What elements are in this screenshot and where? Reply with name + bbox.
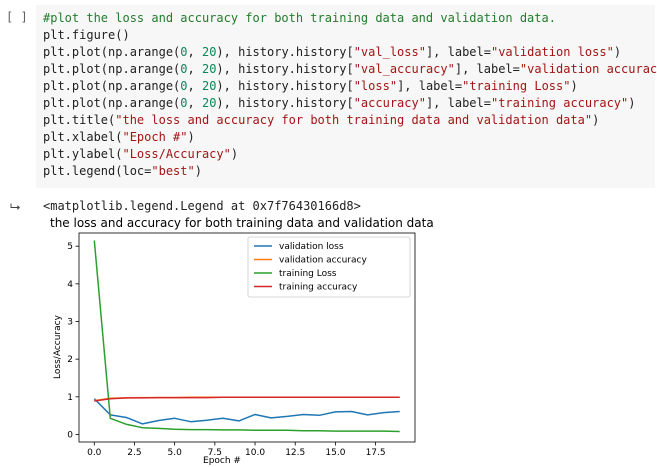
series-lines: [93, 240, 400, 433]
code-token: ], label=: [425, 96, 491, 110]
code-token: 20: [201, 79, 217, 93]
code-token: 20: [201, 62, 217, 76]
plot-frame: [78, 232, 416, 443]
code-token: ), history.history[: [216, 62, 354, 76]
x-tick-label: 5.0: [167, 448, 182, 458]
code-token: ,: [187, 79, 202, 93]
code-token: ,: [187, 96, 202, 110]
code-token: ): [570, 79, 578, 93]
code-token: 20: [201, 45, 217, 59]
code-line: plt.title("the loss and accuracy for bot…: [43, 112, 657, 129]
x-tick-label: 2.5: [127, 448, 141, 458]
code-token: ,: [187, 62, 202, 76]
output-area: ⮡ <matplotlib.legend.Legend at 0x7f76430…: [0, 193, 657, 467]
series-line: [94, 396, 400, 402]
code-token: ): [592, 113, 600, 127]
code-token: "Loss/Accuracy": [122, 147, 231, 161]
code-line: plt.plot(np.arange(0, 20), history.histo…: [43, 78, 657, 95]
code-token: ): [628, 96, 636, 110]
x-tick-label: 17.5: [366, 448, 386, 458]
code-token: ): [230, 147, 239, 161]
code-token: plt.xlabel(: [43, 130, 123, 144]
series-line: [93, 398, 400, 425]
code-line: plt.plot(np.arange(0, 20), history.histo…: [43, 95, 657, 112]
x-tick-label: 12.5: [285, 448, 305, 458]
code-token: 20: [201, 96, 217, 110]
code-token: ], label=: [397, 79, 463, 93]
output-arrow-icon[interactable]: ⮡: [10, 200, 21, 215]
code-token: plt.ylabel(: [43, 147, 123, 161]
code-token: plt.plot(np.arange(: [43, 45, 181, 59]
chart-legend: validation loss validation accuracy traini…: [247, 236, 411, 298]
code-token: plt.plot(np.arange(: [43, 79, 181, 93]
code-token: ), history.history[: [216, 79, 354, 93]
code-token: 0: [180, 79, 188, 93]
code-editor[interactable]: #plot the loss and accuracy for both tra…: [36, 5, 657, 188]
y-tick-label: 0: [67, 430, 73, 440]
code-token: "val_accuracy": [353, 62, 455, 76]
code-token: ): [187, 130, 195, 144]
code-token: ), history.history[: [216, 96, 354, 110]
code-cell[interactable]: [ ] #plot the loss and accuracy for both…: [0, 0, 657, 190]
code-token: ): [194, 164, 202, 178]
x-tick-label: 7.5: [208, 448, 222, 458]
code-token: plt.figure(): [43, 28, 130, 42]
chart-title: the loss and accuracy for both training …: [50, 216, 434, 230]
code-line: plt.ylabel("Loss/Accuracy"): [43, 146, 657, 163]
code-token: ), history.history[: [216, 45, 354, 59]
series-line: [93, 240, 400, 433]
legend-label: training accuracy: [279, 283, 358, 293]
code-token: 0: [180, 96, 188, 110]
legend-label: validation loss: [279, 242, 344, 252]
x-axis-label: Epoch #: [203, 456, 241, 465]
y-tick-label: 5: [67, 242, 73, 252]
code-token: plt.plot(np.arange(: [43, 96, 181, 110]
x-tick-label: 0.0: [87, 448, 102, 458]
code-token: "validation accuracy": [519, 62, 657, 76]
code-token: "loss": [353, 79, 398, 93]
y-tick-label: 1: [67, 393, 73, 403]
y-axis-label: Loss/Accuracy: [53, 314, 63, 379]
code-token: #plot the loss and accuracy for both tra…: [43, 11, 556, 25]
code-token: 0: [180, 45, 188, 59]
y-tick-label: 2: [67, 355, 73, 365]
output-repr-text: <matplotlib.legend.Legend at 0x7f7643016…: [43, 199, 361, 213]
code-token: ], label=: [454, 62, 520, 76]
code-line: plt.plot(np.arange(0, 20), history.histo…: [43, 44, 657, 61]
code-token: plt.title(: [43, 113, 116, 127]
code-line: plt.xlabel("Epoch #"): [43, 129, 657, 146]
code-token: plt.plot(np.arange(: [43, 62, 181, 76]
code-line: #plot the loss and accuracy for both tra…: [43, 10, 657, 27]
code-token: "Epoch #": [122, 130, 188, 144]
loss-accuracy-chart: the loss and accuracy for both training …: [50, 216, 434, 465]
legend-label: training Loss: [279, 269, 337, 279]
code-line: plt.legend(loc="best"): [43, 163, 657, 180]
code-token: "training Loss": [462, 79, 571, 93]
legend-box: [247, 236, 411, 298]
code-token: "accuracy": [353, 96, 426, 110]
code-token: ], label=: [425, 45, 491, 59]
code-token: ,: [187, 45, 202, 59]
code-line: plt.figure(): [43, 27, 657, 44]
code-token: "val_loss": [353, 45, 426, 59]
code-token: "validation loss": [490, 45, 614, 59]
y-tick-label: 3: [67, 317, 73, 327]
code-token: plt.legend(loc=: [43, 164, 152, 178]
legend-label: validation accuracy: [279, 256, 367, 266]
code-lines: #plot the loss and accuracy for both tra…: [43, 10, 657, 180]
y-tick-label: 4: [67, 280, 73, 290]
y-axis-ticks: 0 1 2 3 4 5: [67, 242, 79, 440]
code-token: "training accuracy": [490, 96, 629, 110]
x-tick-label: 15.0: [325, 448, 345, 458]
code-token: 0: [180, 62, 188, 76]
code-token: ): [613, 45, 622, 59]
code-token: "best": [151, 164, 195, 178]
x-tick-label: 10.0: [245, 448, 265, 458]
run-cell-button[interactable]: [ ]: [6, 10, 28, 24]
code-line: plt.plot(np.arange(0, 20), history.histo…: [43, 61, 657, 78]
code-token: "the loss and accuracy for both training…: [115, 113, 593, 127]
x-axis-ticks: 0.0 2.5 5.0 7.5 10.0 12.5 15.0 17.5: [87, 442, 386, 458]
